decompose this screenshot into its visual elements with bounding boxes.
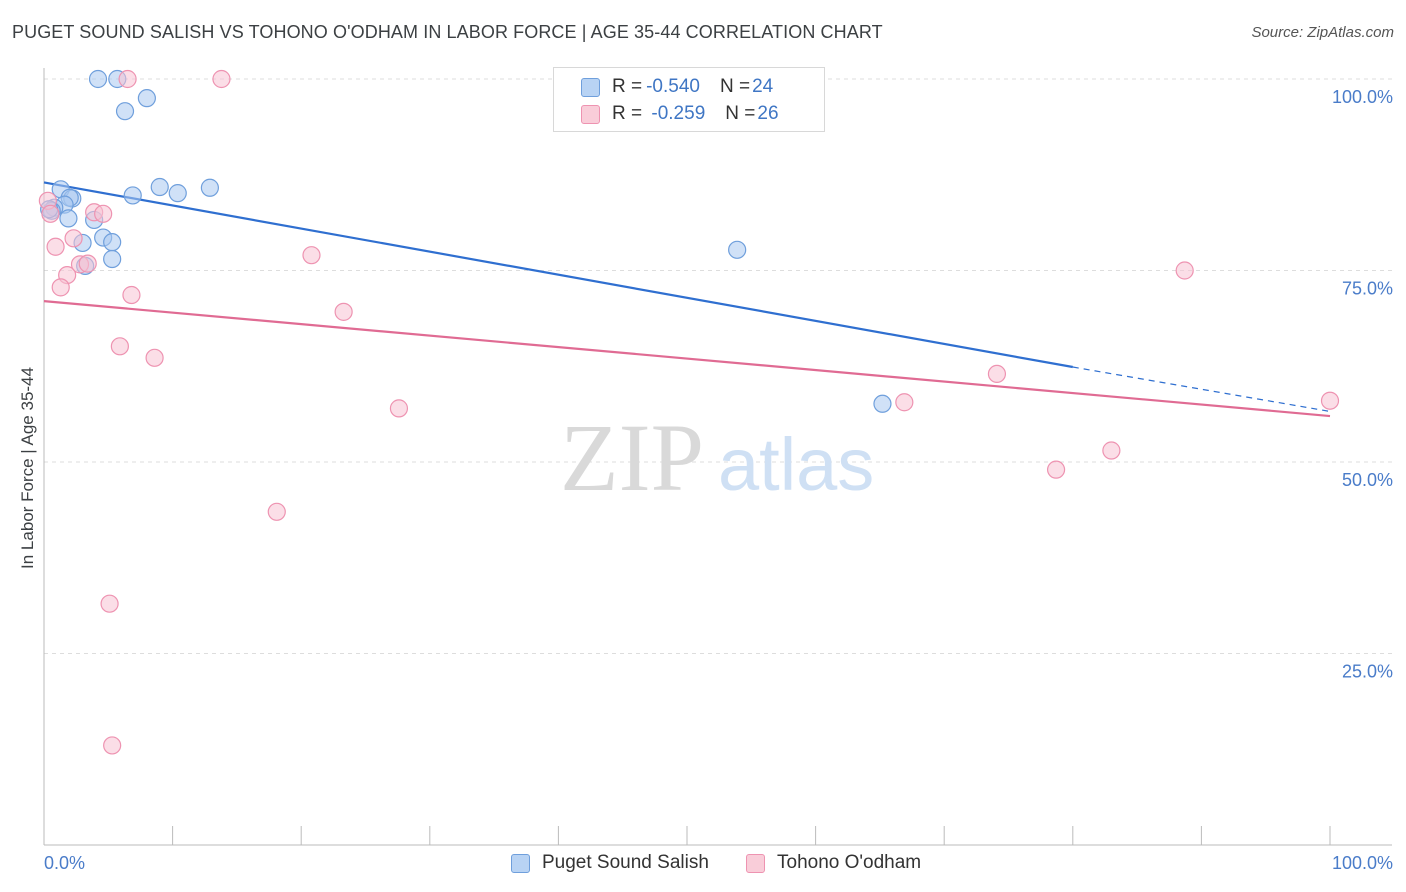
watermark-atlas: atlas (718, 423, 874, 506)
point-puget-sound-salish (88, 69, 108, 89)
y-tick-label: 50.0% (1342, 470, 1393, 490)
legend-n-label: N = (725, 103, 756, 124)
y-tick-label: 75.0% (1342, 279, 1393, 299)
point-puget-sound-salish (873, 394, 892, 413)
legend-row-blue: R = -0.540 N = 24 (554, 74, 773, 100)
legend-r-label: R = (612, 76, 643, 97)
source-label: Source: ZipAtlas.com (1251, 24, 1394, 41)
axes (43, 68, 1392, 846)
point-tohono-oodham (64, 229, 83, 248)
legend-n-value: 24 (752, 76, 774, 97)
point-tohono-oodham (103, 736, 122, 755)
point-tohono-oodham (1046, 460, 1066, 479)
legend-swatch-blue (581, 77, 600, 97)
bottom-legend-blue: Puget Sound Salish (511, 852, 709, 874)
legend-swatch-pink (581, 104, 600, 124)
legend-r-value: -0.540 (646, 76, 700, 97)
bottom-legend-pink: Tohono O'odham (746, 852, 921, 874)
point-puget-sound-salish (123, 186, 142, 205)
legend-r-label: R = (612, 103, 643, 124)
point-tohono-oodham (1102, 441, 1121, 460)
watermark-zip: ZIP (560, 404, 704, 511)
bottom-legend-swatch-blue (511, 853, 530, 873)
point-puget-sound-salish (150, 177, 169, 197)
point-tohono-oodham (302, 246, 321, 265)
watermark: ZIP atlas (560, 404, 874, 511)
legend-r-value: -0.259 (646, 103, 706, 124)
point-puget-sound-salish (137, 89, 156, 108)
point-tohono-oodham (100, 594, 119, 613)
point-puget-sound-salish (59, 209, 78, 228)
point-tohono-oodham (1175, 261, 1194, 280)
trend-line-puget-sound-salish (43, 181, 1073, 369)
bottom-legend-label-blue: Puget Sound Salish (542, 852, 709, 873)
point-tohono-oodham (51, 278, 70, 297)
point-puget-sound-salish (103, 233, 122, 252)
point-puget-sound-salish (103, 249, 122, 269)
point-tohono-oodham (212, 69, 231, 89)
point-tohono-oodham (46, 237, 65, 256)
tick-labels: 25.0% 50.0% 75.0% 100.0% 0.0% 100.0% (44, 87, 1393, 873)
trend-lines (43, 181, 1331, 418)
point-tohono-oodham (267, 502, 286, 521)
chart-title: PUGET SOUND SALISH VS TOHONO O'ODHAM IN … (12, 22, 883, 42)
point-tohono-oodham (1320, 391, 1340, 410)
point-tohono-oodham (118, 69, 137, 89)
legend-n-label: N = (719, 76, 751, 97)
point-puget-sound-salish (168, 184, 187, 203)
legend-row-pink: R = -0.259 N = 26 (554, 101, 779, 127)
point-puget-sound-salish (728, 240, 747, 259)
x-tick-label: 0.0% (44, 853, 85, 873)
point-tohono-oodham (389, 399, 409, 418)
point-tohono-oodham (94, 204, 113, 223)
bottom-legend-swatch-pink (746, 853, 765, 873)
point-tohono-oodham (334, 302, 353, 321)
point-tohono-oodham (895, 393, 914, 412)
point-puget-sound-salish (115, 102, 135, 121)
grid-lines (44, 78, 1392, 654)
point-tohono-oodham (122, 285, 141, 305)
legend-n-value: 26 (757, 103, 779, 124)
point-tohono-oodham (145, 348, 164, 367)
x-tick-label: 100.0% (1332, 853, 1393, 873)
y-tick-label: 100.0% (1332, 87, 1393, 107)
point-tohono-oodham (987, 364, 1007, 384)
point-tohono-oodham (41, 204, 60, 223)
stats-legend: R = -0.540 N = 24 R = -0.259 N = 26 (553, 67, 825, 132)
data-points (38, 69, 1340, 755)
point-puget-sound-salish (200, 178, 219, 197)
bottom-legend-label-pink: Tohono O'odham (777, 852, 922, 873)
trend-line-tohono-oodham (43, 300, 1331, 418)
point-tohono-oodham (78, 254, 97, 273)
point-tohono-oodham (110, 337, 129, 356)
y-tick-label: 25.0% (1342, 662, 1393, 682)
